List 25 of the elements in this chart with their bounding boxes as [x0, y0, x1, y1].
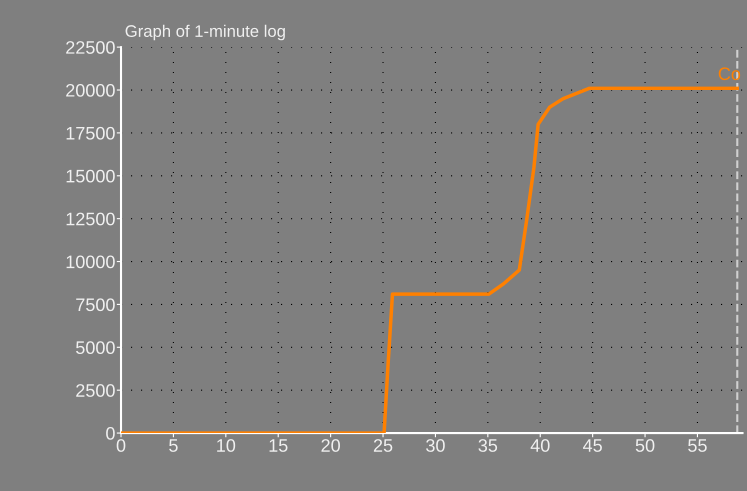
x-tick-label: 15	[270, 439, 288, 452]
x-tick-label: 25	[374, 439, 392, 452]
line-series	[121, 86, 740, 434]
y-tick-label: 2500	[76, 384, 115, 397]
x-tick-label: 5	[169, 439, 178, 452]
x-tick-label: 50	[636, 439, 654, 452]
annotation: Co	[718, 67, 740, 80]
y-tick-label: 0	[106, 426, 115, 440]
x-tick-label: 30	[426, 439, 445, 452]
x-tick-label: 45	[583, 439, 602, 452]
y-tick-label: 5000	[76, 341, 115, 354]
x-tick-label: 10	[217, 439, 236, 452]
y-tick-label: 20000	[66, 84, 115, 97]
y-tick-label: 12500	[66, 212, 115, 226]
x-tick-label: 35	[478, 439, 498, 452]
x-tick-label: 55	[688, 439, 707, 452]
x-tick-label: 0	[116, 439, 126, 452]
y-tick-label: 17500	[66, 126, 115, 140]
y-tick-label: 22500	[66, 41, 115, 54]
y-tick-label: 7500	[76, 298, 115, 312]
x-tick-label: 40	[530, 439, 550, 452]
y-tick-label: 15000	[66, 170, 115, 182]
x-tick-label: 20	[321, 439, 340, 452]
y-tick-label: 10000	[66, 255, 115, 268]
chart-title: Graph of 1-minute log	[126, 24, 285, 40]
